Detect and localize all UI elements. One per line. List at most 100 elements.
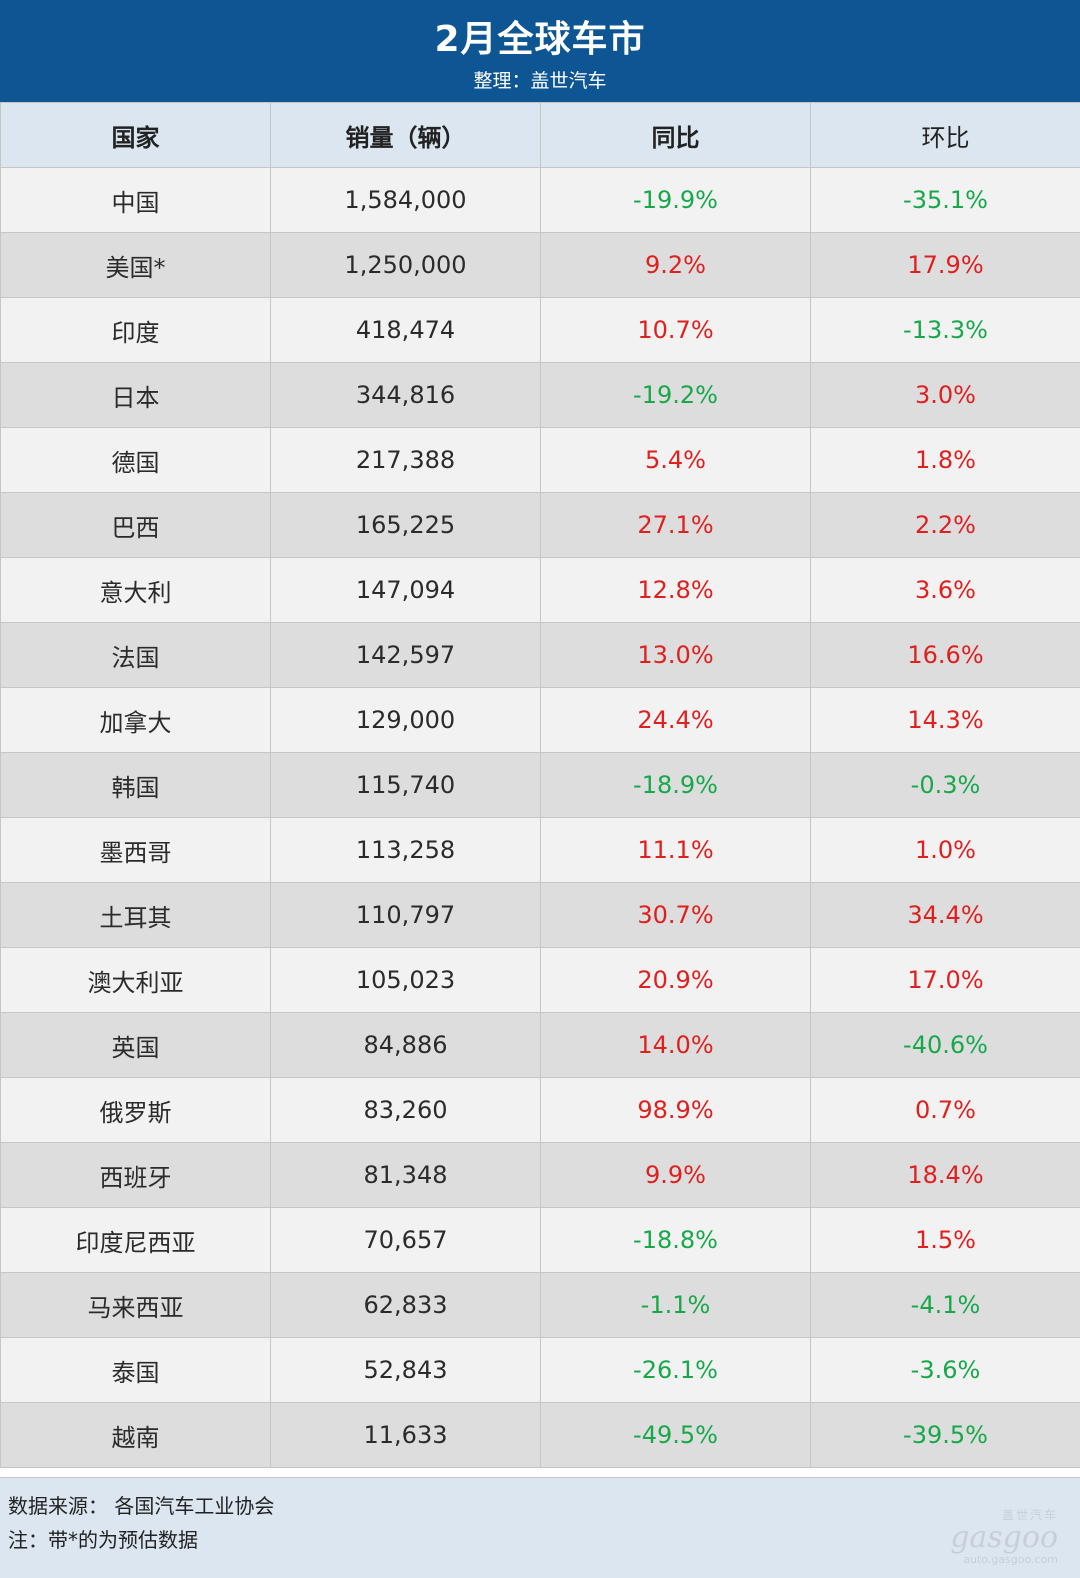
cell-country: 美国* xyxy=(1,233,271,298)
cell-sales: 110,797 xyxy=(271,883,541,948)
page-title: 2月全球车市 xyxy=(0,10,1080,62)
cell-yoy: -19.9% xyxy=(541,168,811,233)
cell-yoy: -26.1% xyxy=(541,1338,811,1403)
cell-sales: 1,250,000 xyxy=(271,233,541,298)
cell-sales: 217,388 xyxy=(271,428,541,493)
cell-mom: 2.2% xyxy=(811,493,1080,558)
estimate-note: 注：带*的为预估数据 xyxy=(8,1524,198,1553)
cell-mom: 16.6% xyxy=(811,623,1080,688)
page-subtitle: 整理：盖世汽车 xyxy=(0,66,1080,93)
cell-country: 俄罗斯 xyxy=(1,1078,271,1143)
cell-country: 加拿大 xyxy=(1,688,271,753)
cell-yoy: -18.8% xyxy=(541,1208,811,1273)
cell-sales: 84,886 xyxy=(271,1013,541,1078)
cell-sales: 70,657 xyxy=(271,1208,541,1273)
cell-country: 韩国 xyxy=(1,753,271,818)
cell-country: 越南 xyxy=(1,1403,271,1468)
watermark: 盖世汽车 gasgoo auto.gasgoo.com xyxy=(950,1506,1058,1566)
cell-yoy: 11.1% xyxy=(541,818,811,883)
cell-mom: -40.6% xyxy=(811,1013,1080,1078)
cell-mom: 3.6% xyxy=(811,558,1080,623)
cell-yoy: 13.0% xyxy=(541,623,811,688)
cell-country: 日本 xyxy=(1,363,271,428)
cell-mom: -3.6% xyxy=(811,1338,1080,1403)
cell-sales: 52,843 xyxy=(271,1338,541,1403)
cell-yoy: 98.9% xyxy=(541,1078,811,1143)
cell-yoy: 12.8% xyxy=(541,558,811,623)
cell-sales: 11,633 xyxy=(271,1403,541,1468)
cell-sales: 83,260 xyxy=(271,1078,541,1143)
cell-sales: 105,023 xyxy=(271,948,541,1013)
footer: 数据来源： 各国汽车工业协会 注：带*的为预估数据 盖世汽车 gasgoo au… xyxy=(0,1477,1080,1578)
cell-country: 法国 xyxy=(1,623,271,688)
cell-yoy: 9.9% xyxy=(541,1143,811,1208)
cell-country: 西班牙 xyxy=(1,1143,271,1208)
cell-country: 英国 xyxy=(1,1013,271,1078)
cell-mom: 1.8% xyxy=(811,428,1080,493)
cell-yoy: 9.2% xyxy=(541,233,811,298)
table-header-row: 国家 销量（辆） 同比 环比 xyxy=(1,103,1080,168)
cell-mom: 3.0% xyxy=(811,363,1080,428)
cell-yoy: -1.1% xyxy=(541,1273,811,1338)
cell-country: 印度尼西亚 xyxy=(1,1208,271,1273)
cell-country: 巴西 xyxy=(1,493,271,558)
cell-mom: 14.3% xyxy=(811,688,1080,753)
column-header-yoy: 同比 xyxy=(541,103,811,168)
cell-sales: 142,597 xyxy=(271,623,541,688)
cell-yoy: 30.7% xyxy=(541,883,811,948)
cell-yoy: 14.0% xyxy=(541,1013,811,1078)
cell-country: 德国 xyxy=(1,428,271,493)
cell-mom: 34.4% xyxy=(811,883,1080,948)
cell-yoy: -18.9% xyxy=(541,753,811,818)
cell-sales: 418,474 xyxy=(271,298,541,363)
cell-yoy: 10.7% xyxy=(541,298,811,363)
cell-mom: -4.1% xyxy=(811,1273,1080,1338)
watermark-logo: gasgoo xyxy=(950,1523,1058,1553)
cell-mom: 18.4% xyxy=(811,1143,1080,1208)
cell-country: 马来西亚 xyxy=(1,1273,271,1338)
column-header-sales: 销量（辆） xyxy=(271,103,541,168)
cell-sales: 129,000 xyxy=(271,688,541,753)
cell-sales: 81,348 xyxy=(271,1143,541,1208)
column-header-country: 国家 xyxy=(1,103,271,168)
cell-mom: 17.0% xyxy=(811,948,1080,1013)
cell-country: 印度 xyxy=(1,298,271,363)
cell-sales: 1,584,000 xyxy=(271,168,541,233)
cell-mom: 0.7% xyxy=(811,1078,1080,1143)
cell-yoy: 20.9% xyxy=(541,948,811,1013)
cell-yoy: 5.4% xyxy=(541,428,811,493)
cell-mom: 1.0% xyxy=(811,818,1080,883)
cell-mom: -13.3% xyxy=(811,298,1080,363)
cell-country: 意大利 xyxy=(1,558,271,623)
cell-country: 中国 xyxy=(1,168,271,233)
cell-country: 土耳其 xyxy=(1,883,271,948)
cell-yoy: -19.2% xyxy=(541,363,811,428)
cell-sales: 115,740 xyxy=(271,753,541,818)
cell-mom: -35.1% xyxy=(811,168,1080,233)
watermark-url: auto.gasgoo.com xyxy=(950,1553,1058,1566)
cell-yoy: -49.5% xyxy=(541,1403,811,1468)
cell-mom: 1.5% xyxy=(811,1208,1080,1273)
cell-country: 澳大利亚 xyxy=(1,948,271,1013)
